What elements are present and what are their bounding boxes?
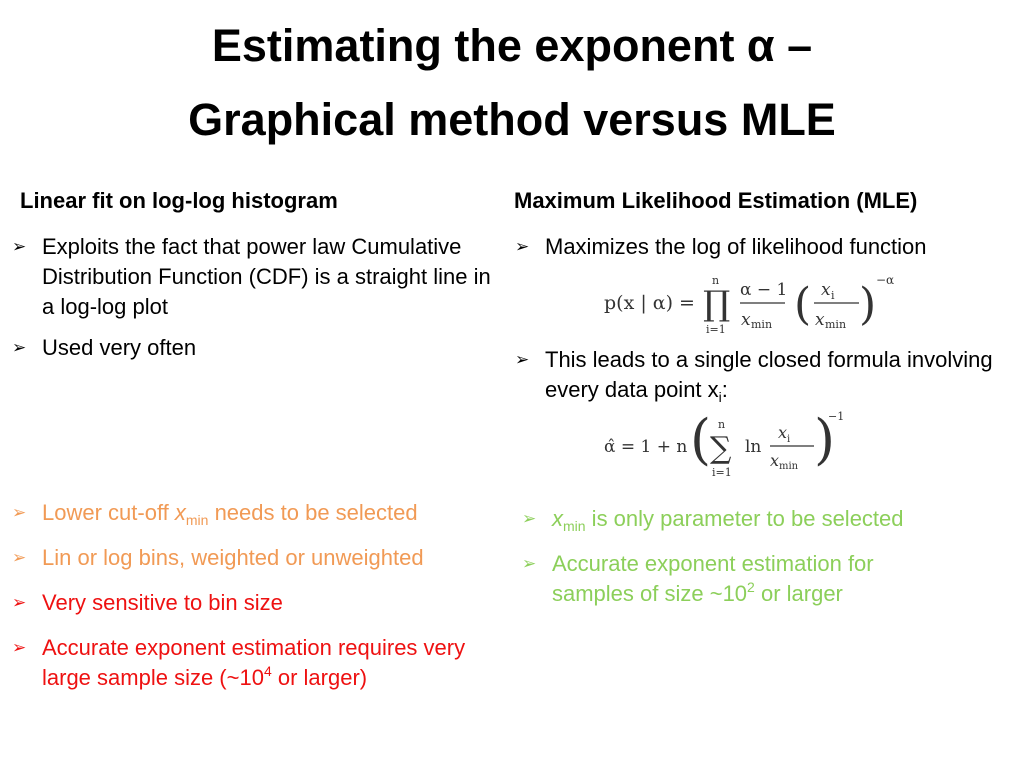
xmin-prefix: Lower cut-off	[42, 500, 175, 525]
arrow-bullet-icon: ➢	[515, 237, 530, 256]
xmin-suffix: needs to be selected	[208, 500, 418, 525]
estimator-numerator-sub: i	[787, 434, 790, 445]
left-con-3-text: Very sensitive to bin size	[42, 590, 283, 615]
left-con-3: ➢ Very sensitive to bin size	[12, 588, 502, 618]
product-symbol: ∏	[703, 284, 730, 324]
right-bullet-2: ➢ This leads to a single closed formula …	[515, 345, 1010, 405]
xi-subscript: i	[718, 389, 722, 405]
arrow-bullet-icon: ➢	[12, 638, 27, 657]
only-parameter-text: is only parameter to be selected	[585, 506, 904, 531]
left-bullet-2-text: Used very often	[42, 335, 197, 360]
mle-sample-size-suffix: or larger	[754, 581, 843, 606]
right-bullet-1: ➢ Maximizes the log of likelihood functi…	[515, 232, 1010, 262]
arrow-bullet-icon: ➢	[12, 548, 27, 567]
xmin-variable: x	[552, 506, 563, 531]
xmin-variable: x	[174, 500, 186, 525]
right-pro-2: ➢ Accurate exponent estimation for sampl…	[522, 549, 942, 609]
arrow-bullet-icon: ➢	[522, 509, 537, 528]
fraction-2-denominator-sub: min	[825, 318, 846, 331]
arrow-bullet-icon: ➢	[515, 350, 530, 369]
closed-formula-text: This leads to a single closed formula in…	[545, 347, 993, 402]
sum-upper-limit: n	[718, 418, 725, 431]
slide-title-line-2: Graphical method versus MLE	[188, 94, 836, 145]
big-left-paren-icon: (	[690, 408, 711, 471]
estimator-lhs: α̂ = 1 + n	[604, 437, 687, 457]
alpha-estimator-equation: α̂ = 1 + n ( n ∑ i=1 ln x i x min ) −1	[604, 408, 844, 479]
ln-label: ln	[745, 437, 761, 457]
left-bullet-1-text: Exploits the fact that power law Cumulat…	[42, 234, 491, 319]
fraction-1-denominator-sub: min	[751, 318, 772, 331]
fraction-2-numerator-sub: i	[831, 289, 835, 302]
arrow-bullet-icon: ➢	[12, 338, 27, 357]
left-bullet-2: ➢ Used very often	[12, 333, 492, 363]
left-con-2: ➢ Lin or log bins, weighted or unweighte…	[12, 543, 502, 573]
left-bullet-1: ➢ Exploits the fact that power law Cumul…	[12, 232, 492, 322]
fraction-1-denominator: x	[741, 310, 751, 330]
left-con-2-text: Lin or log bins, weighted or unweighted	[42, 545, 424, 570]
sample-size-prefix: Accurate exponent estimation requires ve…	[42, 635, 466, 690]
right-pro-1: ➢ xmin is only parameter to be selected	[522, 504, 1012, 534]
fraction-1-numerator: α − 1	[740, 280, 787, 300]
sample-size-suffix: or larger)	[271, 665, 368, 690]
arrow-bullet-icon: ➢	[12, 503, 27, 522]
right-bullet-1-text: Maximizes the log of likelihood function	[545, 234, 927, 259]
left-con-4: ➢ Accurate exponent estimation requires …	[12, 633, 492, 693]
big-right-paren-icon: )	[814, 408, 835, 471]
sample-size-exponent: 4	[263, 663, 272, 679]
slide-title-line-1: Estimating the exponent α –	[211, 20, 813, 71]
left-con-1: ➢ Lower cut-off xmin needs to be selecte…	[12, 498, 502, 528]
right-column-heading: Maximum Likelihood Estimation (MLE)	[514, 188, 918, 213]
equation-lhs: p(x | α) =	[604, 292, 695, 314]
likelihood-equation: p(x | α) = n ∏ i=1 α − 1 x min ( x i x m…	[604, 273, 894, 336]
sum-lower-limit: i=1	[712, 466, 732, 479]
arrow-bullet-icon: ➢	[522, 554, 537, 573]
sum-symbol: ∑	[710, 431, 732, 466]
left-paren-icon: (	[794, 279, 811, 330]
equation-1-exponent: −α	[876, 273, 894, 287]
estimator-fraction-denominator: x	[770, 451, 779, 470]
arrow-bullet-icon: ➢	[12, 237, 27, 256]
xmin-subscript: min	[563, 518, 586, 534]
mle-sample-size-prefix: Accurate exponent estimation for samples…	[552, 551, 874, 606]
arrow-bullet-icon: ➢	[12, 593, 27, 612]
closed-formula-colon: :	[721, 377, 728, 402]
product-upper-limit: n	[712, 274, 719, 287]
right-paren-icon: )	[859, 279, 876, 330]
fraction-2-denominator: x	[815, 310, 825, 330]
estimator-fraction-numerator: x	[778, 423, 787, 442]
mle-sample-size-exponent: 2	[747, 579, 755, 595]
left-column-heading: Linear fit on log-log histogram	[20, 188, 338, 213]
xmin-subscript: min	[185, 512, 209, 528]
estimator-denominator-sub: min	[779, 461, 799, 472]
fraction-2-numerator: x	[821, 280, 831, 300]
product-lower-limit: i=1	[706, 323, 726, 336]
equation-2-exponent: −1	[828, 410, 844, 423]
